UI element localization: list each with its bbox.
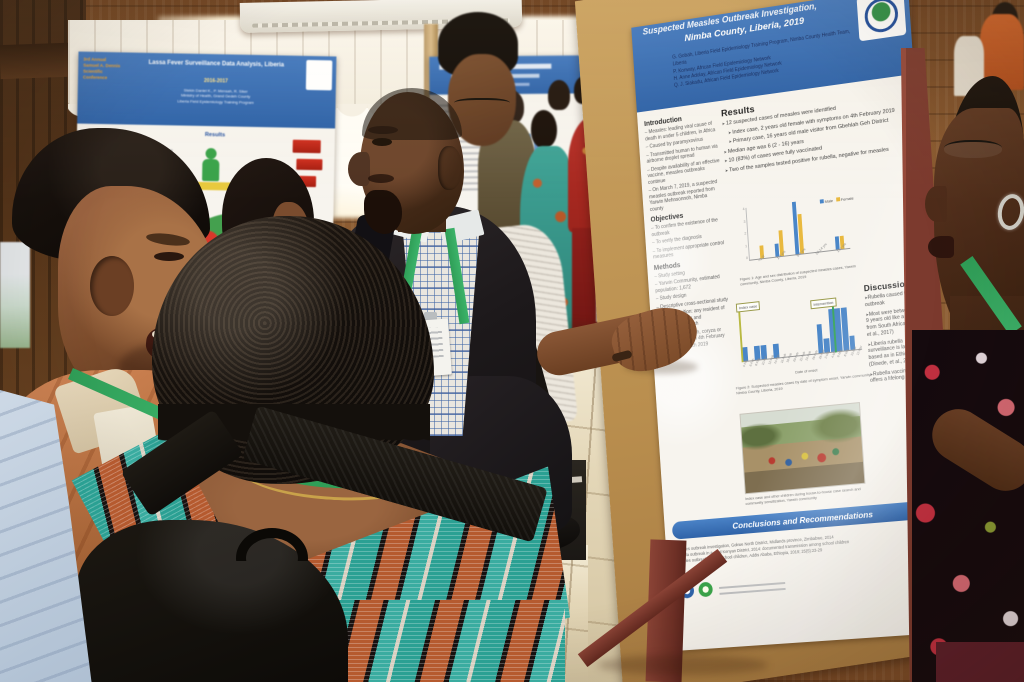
index-case-annotation: Index case [735, 301, 761, 313]
right-woman-floral-top [912, 330, 1024, 682]
right-woman-skirt [936, 642, 1024, 682]
left-man-eye [154, 252, 184, 261]
epi-curve-chart: Index case Intervention 4-Feb 6-Feb 8-Feb 1… [730, 289, 873, 408]
right-woman-glasses [944, 140, 1002, 158]
figure1-caption: Figure 1: Age and sex distribution of su… [739, 263, 856, 287]
lassa-poster-logo [305, 59, 333, 91]
university-seal-logo [856, 0, 907, 42]
conference-line: Conference [82, 74, 108, 80]
fetp-logo [698, 581, 714, 598]
lassa-poster-title: Lassa Fever Surveillance Data Analysis, … [148, 59, 285, 69]
attendee-teal-head [531, 110, 557, 148]
presenter-eyebrow [368, 126, 398, 134]
lassa-poster-header: 3rd Annual Samuel A. Dennis Scientific C… [77, 51, 337, 129]
background-attendee-head [548, 80, 570, 110]
presenter-nose [348, 152, 370, 186]
lassa-poster-authors: Stekin Daniel K., P. Mensah, R. Siker Mi… [136, 87, 296, 106]
presenter-mustache [368, 174, 394, 183]
data-chip [296, 158, 323, 171]
woman-african-print-lower [330, 600, 565, 682]
lassa-results-heading: Results [204, 131, 226, 139]
presenter-ear [438, 146, 462, 190]
backpack-handle-loop [236, 528, 308, 561]
stand-floor-shadow [598, 655, 768, 675]
data-chip [292, 139, 321, 154]
conference-label: 3rd Annual Samuel A. Dennis Scientific C… [83, 57, 139, 82]
chart-plot-area: <1 yr 1-4 yrs 5-9 yrs 10-14 yrs 15+ yrs [745, 195, 851, 263]
lassa-poster-years: 2016-2017 [203, 77, 228, 85]
striped-man-glasses [454, 98, 510, 110]
badge-clip [424, 312, 437, 322]
community-field-photo [739, 401, 866, 495]
poster-fragment-left-edge [0, 242, 30, 348]
presenter-eye [372, 138, 392, 146]
presenter-goatee [364, 190, 402, 234]
green-person-icon [202, 158, 220, 182]
left-man-ear [90, 256, 134, 316]
right-woman-lips [928, 236, 954, 258]
footer-text-lines [718, 578, 786, 595]
right-woman-nose [925, 186, 947, 222]
seal-circle [863, 0, 900, 35]
green-person-icon [205, 148, 217, 160]
